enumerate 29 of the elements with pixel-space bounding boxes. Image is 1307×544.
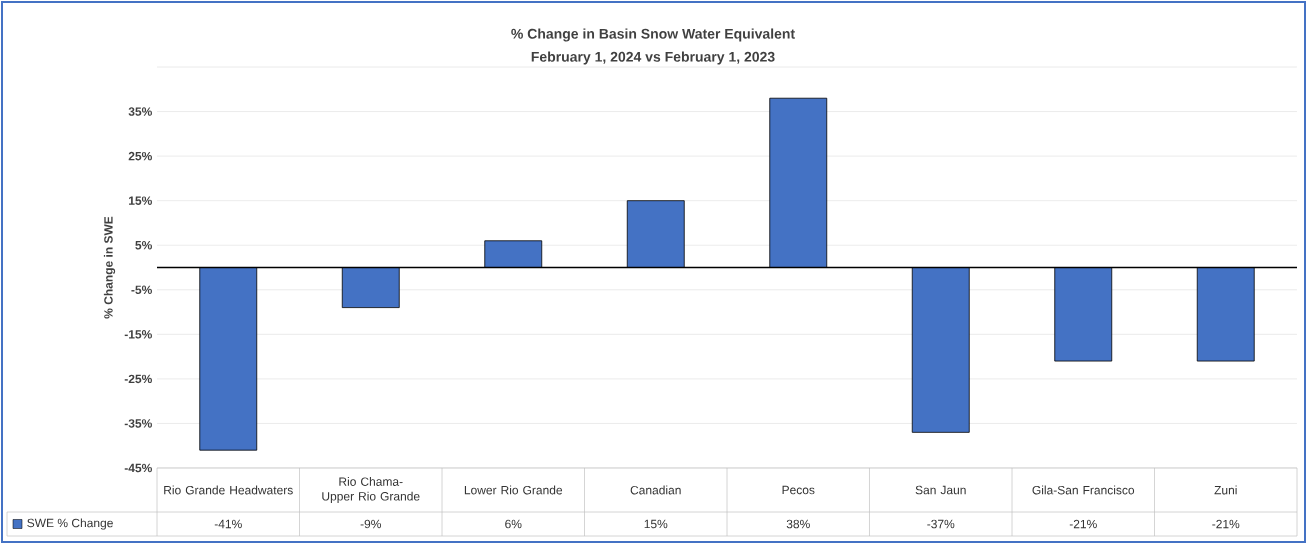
data-label: -41% [214, 519, 242, 529]
y-tick-label: -45% [124, 463, 152, 473]
x-tick-label: Zuni [1214, 485, 1237, 495]
y-tick-label: -35% [124, 419, 152, 428]
data-label: -37% [927, 519, 955, 529]
y-tick-label: 5% [135, 241, 152, 250]
x-tick-label: Canadian [630, 485, 681, 495]
data-label: 38% [786, 519, 810, 529]
y-tick-label: -15% [124, 330, 152, 339]
x-tick-label: Lower Rio Grande [464, 485, 563, 495]
data-label: 15% [644, 519, 668, 529]
y-axis-title: % Change in SWE [103, 216, 116, 319]
y-tick-label: 25% [128, 151, 152, 161]
y-tick-label: -25% [124, 374, 152, 384]
x-tick-label: Gila-San Francisco [1032, 485, 1135, 495]
x-tick-label: San Jaun [915, 485, 966, 495]
x-tick-label: Rio Grande Headwaters [164, 485, 293, 495]
data-label: -9% [360, 519, 381, 529]
y-tick-label: -5% [131, 285, 152, 295]
data-label: -21% [1069, 519, 1097, 529]
legend-label: SWE % Change [27, 518, 113, 530]
y-tick-label: 15% [129, 196, 152, 205]
x-tick-label: Rio Chama-Upper Rio Grande [322, 477, 420, 503]
data-label: 6% [505, 519, 522, 529]
y-tick-label: 35% [128, 107, 152, 116]
x-tick-label: Pecos [782, 485, 815, 495]
chart-subtitle: February 1, 2024 vs February 1, 2023 [531, 51, 775, 65]
chart-title: % Change in Basin Snow Water Equivalent [511, 28, 795, 42]
data-label: -21% [1212, 519, 1240, 529]
